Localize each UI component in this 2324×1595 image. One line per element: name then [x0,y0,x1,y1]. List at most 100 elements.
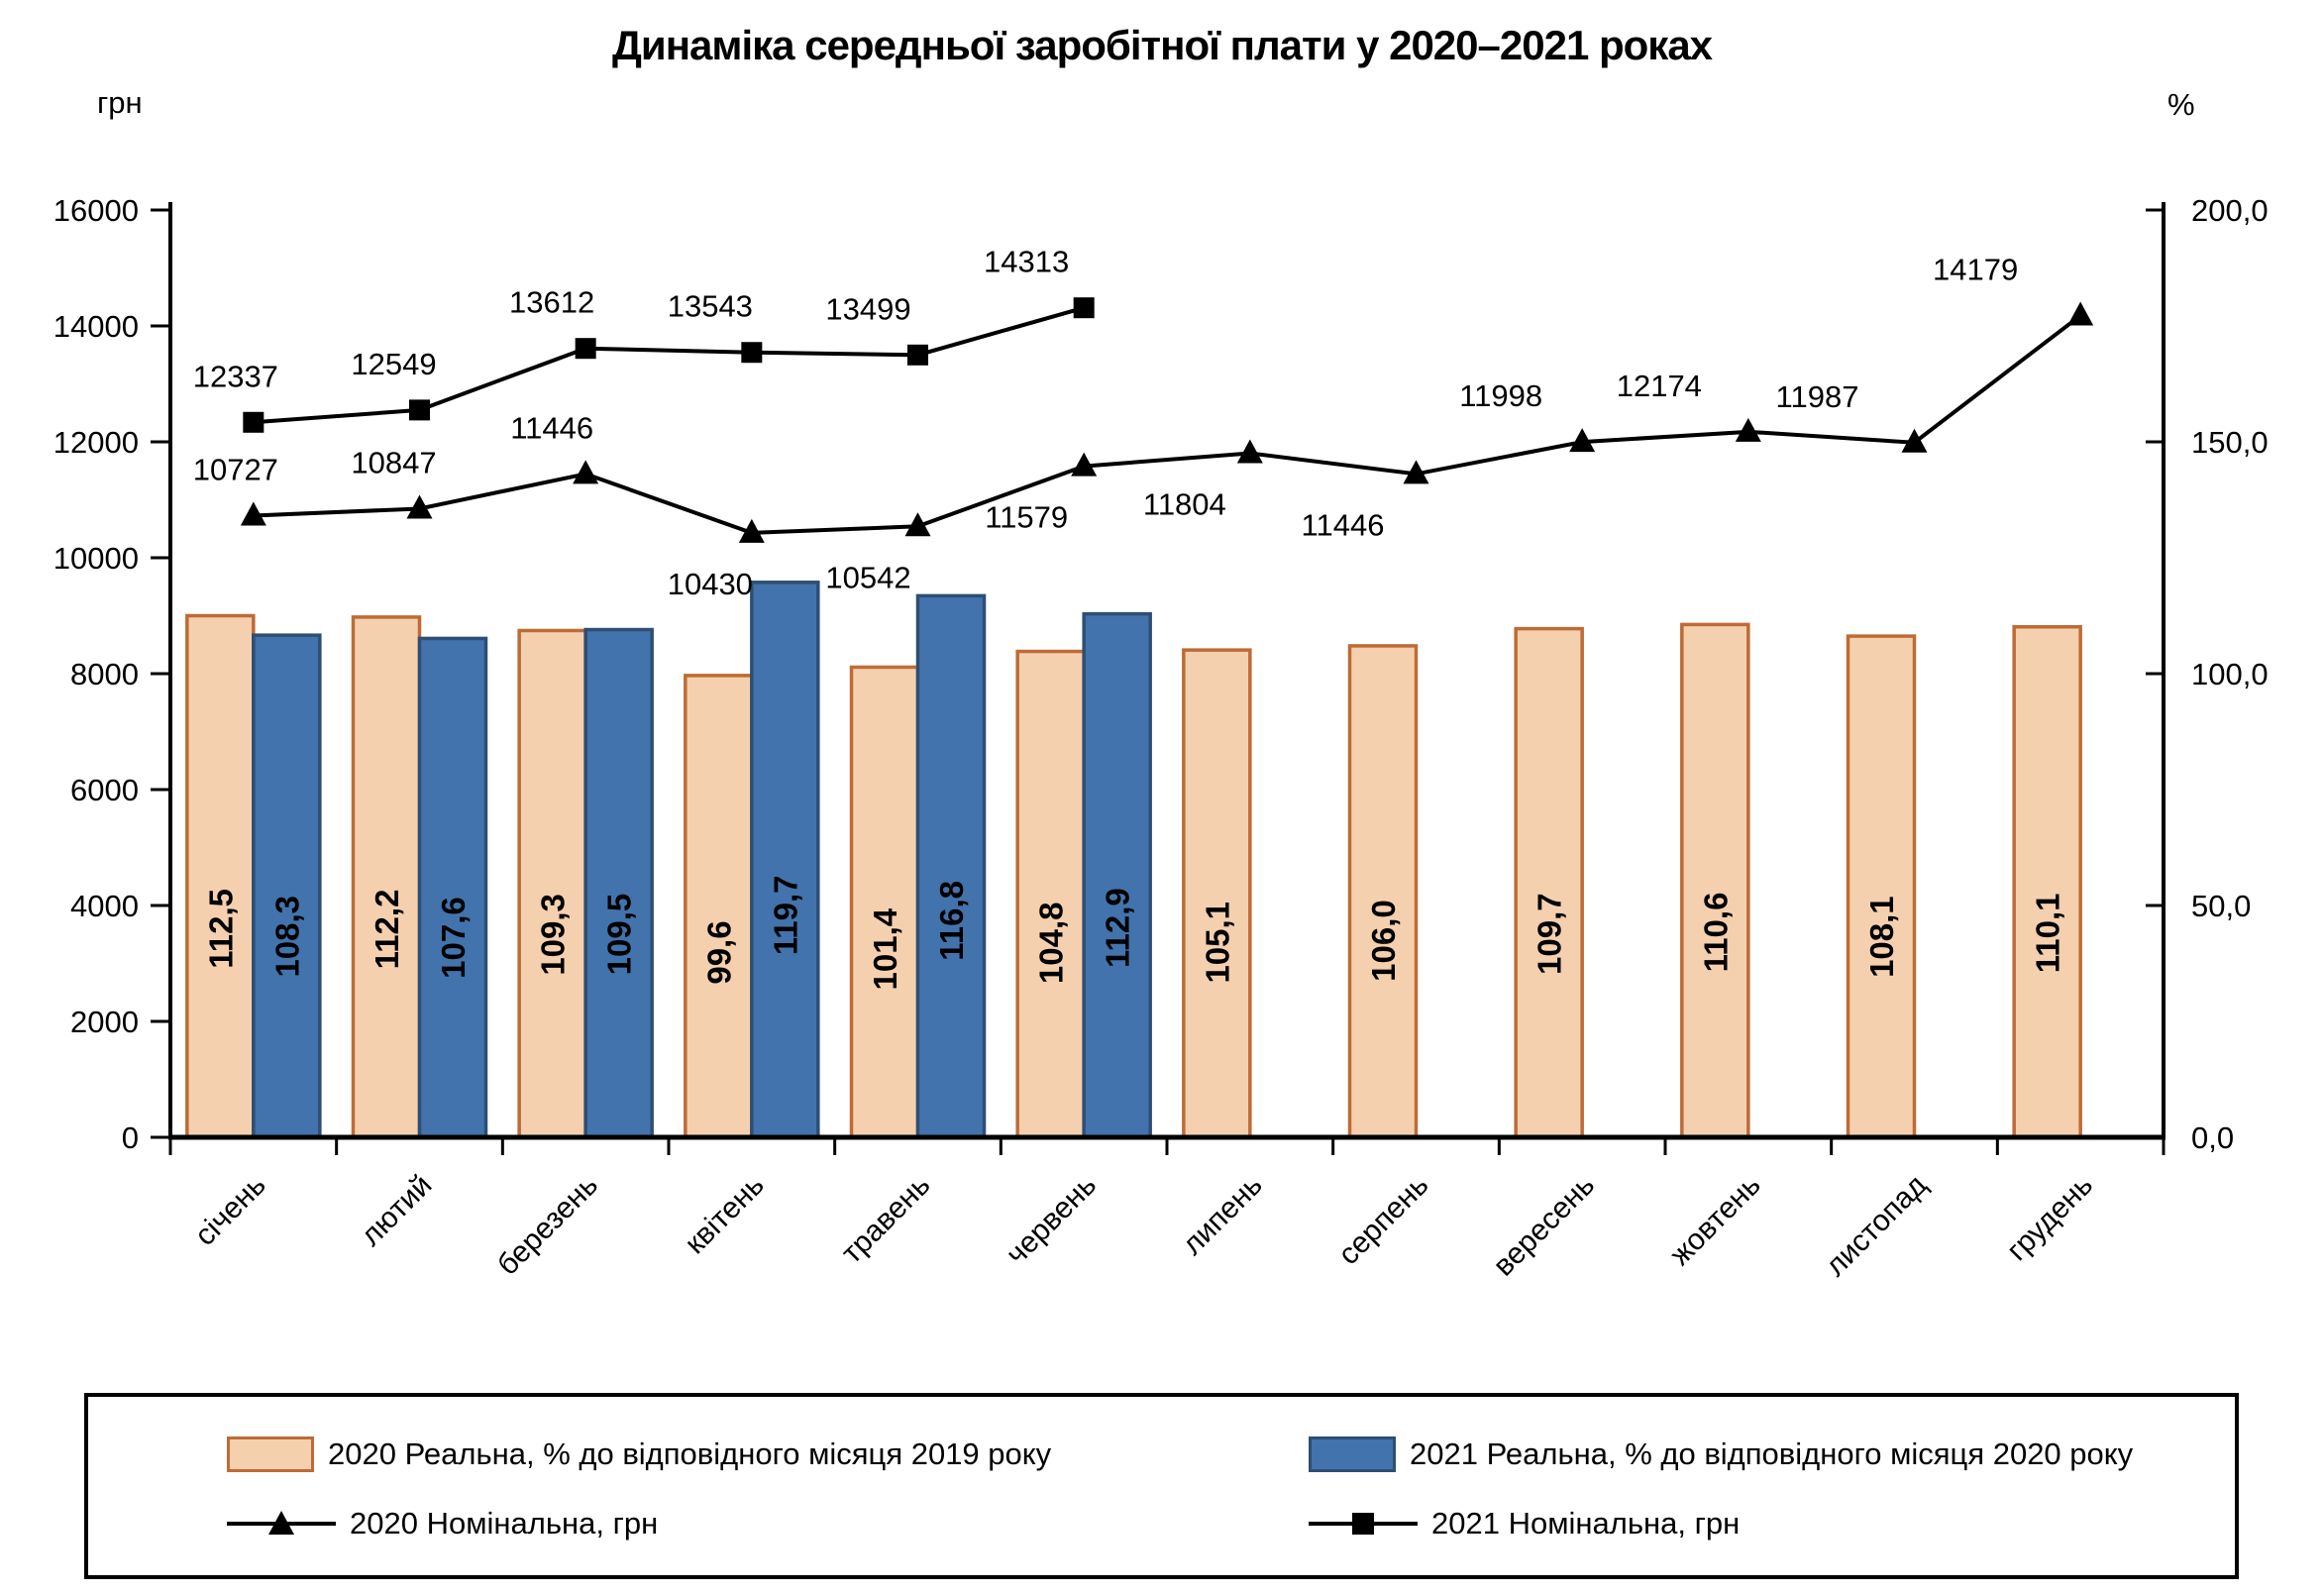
bar-2021-real [750,581,820,1139]
line-value-label: 12549 [351,347,436,381]
bar-value-label: 108,3 [268,896,305,978]
bar-value-label: 99,6 [700,920,737,984]
bar-2020-real [517,628,587,1139]
square-marker-icon [409,399,430,421]
legend-swatch-2020-nominal-line [227,1511,336,1535]
square-marker-icon [243,411,264,433]
bar-2020-real [1347,644,1419,1139]
legend-item-2020-nominal: 2020 Номінальна, грн [227,1502,658,1545]
x-axis-month-label: грудень [2001,1169,2099,1267]
bar-value-label: 110,1 [2030,894,2066,974]
x-axis-month-label: липень [1176,1169,1269,1262]
triangle-marker-icon [1569,428,1596,453]
bar-value-label: 105,1 [1199,902,1235,984]
bar-value-label: 116,8 [933,881,970,961]
legend-swatch-2021-nominal-line [1309,1513,1418,1535]
line-2020-nominal [253,313,2082,535]
triangle-marker-icon [573,460,599,484]
left-axis-tick-label: 16000 [53,193,139,228]
bar-2020-real [2012,624,2082,1139]
line-value-label: 11446 [510,410,593,445]
left-axis-tick-label: 8000 [70,657,139,691]
line-value-label: 12174 [1617,369,1702,403]
right-axis-tick-label: 200,0 [2191,193,2269,228]
square-marker-icon [575,338,596,360]
left-axis-unit-label: грн [97,85,143,120]
square-marker-icon [1352,1513,1374,1535]
bar-2020-real [684,674,754,1139]
x-axis-month-label: березень [491,1169,604,1282]
right-axis-tick-label: 100,0 [2191,657,2269,691]
left-axis-tick-label: 14000 [53,309,139,344]
triangle-marker-icon [406,494,433,519]
legend-item-2021-real: 2021 Реальна, % до відповідного місяця 2… [1309,1433,2133,1476]
bar-value-label: 106,0 [1365,900,1402,982]
line-value-label: 10727 [193,452,278,486]
x-axis-month-label: лютий [355,1169,439,1253]
line-value-label: 14313 [984,245,1069,279]
chart-title: Динаміка середньої заробітної плати у 20… [611,22,1713,68]
legend-label-2020-nominal: 2020 Номінальна, грн [350,1506,659,1541]
bar-value-label: 104,8 [1033,903,1070,985]
bar-2021-real [583,627,654,1139]
x-axis-month-label: червень [1001,1169,1104,1272]
legend-label-2021-nominal: 2021 Номінальна, грн [1431,1506,1741,1541]
line-value-label: 10542 [825,560,910,594]
bar-2020-real [1680,622,1750,1139]
left-axis-tick-label: 4000 [70,889,139,923]
bar-value-label: 112,2 [369,890,405,970]
triangle-marker-icon [1236,439,1263,464]
legend-swatch-2021-real-bar [1309,1436,1396,1472]
bar-value-label: 109,3 [535,894,572,976]
right-axis-tick-label: 150,0 [2191,425,2269,460]
line-value-label: 11998 [1459,378,1542,413]
chart-legend: 2020 Реальна, % до відповідного місяця 2… [84,1393,2239,1579]
line-value-label: 13499 [825,291,910,326]
bar-value-label: 112,9 [1100,888,1136,968]
legend-label-2021-real: 2021 Реальна, % до відповідного місяця 2… [1410,1436,2134,1471]
bar-2021-real [915,593,987,1139]
bar-value-label: 101,4 [867,907,903,990]
bar-value-label: 109,7 [1532,893,1568,975]
bar-2020-real [1182,648,1252,1139]
left-axis-tick-label: 6000 [70,773,139,807]
left-axis-tick-label: 0 [122,1120,139,1155]
triangle-marker-icon [1071,452,1098,477]
right-axis-unit-label: % [2167,87,2195,122]
line-value-label: 12337 [193,359,278,393]
left-axis-tick-label: 12000 [53,425,139,460]
triangle-marker-icon [1901,428,1928,453]
square-marker-icon [1073,297,1095,319]
triangle-marker-icon [2067,301,2094,326]
x-axis-month-label: жовтень [1664,1169,1767,1272]
square-marker-icon [907,344,928,366]
x-axis-month-label: січень [189,1169,272,1252]
bar-value-label: 112,5 [202,889,239,969]
bar-2020-real [1015,649,1086,1139]
triangle-marker-icon [1735,417,1761,442]
bar-2020-real [849,665,920,1139]
triangle-marker-icon [904,512,931,537]
legend-item-2020-real: 2020 Реальна, % до відповідного місяця 2… [227,1433,1051,1476]
line-value-label: 13543 [668,289,753,324]
x-axis-month-label: серпень [1332,1169,1435,1272]
legend-label-2020-real: 2020 Реальна, % до відповідного місяця 2… [328,1436,1052,1471]
bar-value-label: 107,6 [435,897,472,979]
triangle-marker-icon [1403,460,1429,484]
bar-value-label: 109,5 [601,894,638,976]
x-axis-month-label: травень [835,1169,936,1270]
bar-2021-real [417,636,488,1139]
bar-value-label: 108,1 [1863,896,1900,978]
bar-2020-real [185,613,256,1139]
x-axis-month-label: вересень [1487,1169,1601,1283]
square-marker-icon [741,342,763,364]
line-value-label: 14179 [1933,253,2018,287]
line-value-label: 11446 [1302,507,1385,542]
line-value-label: 11987 [1776,379,1859,414]
line-2021-nominal [253,305,1085,425]
triangle-marker-icon [240,501,266,526]
bar-2020-real [1846,634,1917,1139]
bar-2020-real [1514,626,1584,1139]
